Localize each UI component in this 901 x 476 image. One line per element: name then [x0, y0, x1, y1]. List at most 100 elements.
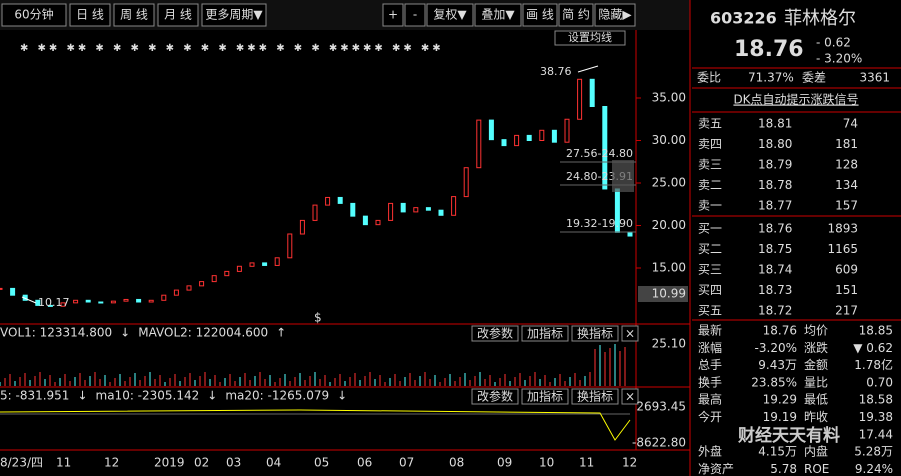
high-label: 38.76 — [540, 65, 572, 78]
tool-button[interactable] — [558, 3, 594, 27]
stat-value: 19.38 — [859, 410, 893, 424]
book-label: 卖二 — [698, 178, 722, 192]
candle — [0, 287, 3, 290]
stat-label: 总手 — [698, 358, 722, 372]
y-tick-label: 20.00 — [652, 218, 686, 232]
y-tick-label: 30.00 — [652, 133, 686, 147]
value: 3361 — [859, 71, 890, 85]
x-label: 02 — [194, 456, 209, 470]
stock-name: 菲林格尔 — [784, 8, 856, 29]
stat-label: 昨收 — [804, 410, 828, 424]
candle — [224, 270, 230, 277]
tool-button[interactable] — [474, 3, 522, 27]
period-button[interactable] — [157, 3, 199, 27]
indicator-label: ma10: -2305.142 — [96, 389, 200, 403]
candle — [325, 196, 331, 206]
stat-label: 量比 — [804, 375, 828, 389]
panel-button-label: × — [625, 390, 635, 404]
period-button[interactable] — [201, 3, 267, 27]
axis-label: 2693.45 — [636, 400, 686, 414]
book-label: 卖五 — [698, 117, 722, 131]
stat-label: 今开 — [698, 409, 722, 424]
tool-label: 画 线 — [526, 8, 554, 22]
period-button[interactable] — [69, 3, 111, 27]
book-price: 18.76 — [758, 222, 792, 236]
tool-button[interactable] — [382, 3, 404, 27]
panel-button[interactable] — [621, 325, 639, 342]
indicator-label: ↓ — [120, 326, 130, 340]
stat-value: 5.78 — [770, 462, 797, 476]
book-price: 18.73 — [758, 283, 792, 297]
candle — [211, 275, 217, 283]
macd-line — [0, 409, 631, 441]
book-label: 买二 — [698, 242, 722, 256]
panel-button[interactable] — [571, 325, 619, 342]
y-tick-label: 15.00 — [652, 261, 686, 275]
candle — [98, 301, 104, 304]
book-price: 18.81 — [758, 117, 792, 131]
period-button[interactable] — [113, 3, 155, 27]
label: 委比 — [697, 71, 721, 85]
period-label: 更多周期▼ — [205, 8, 263, 22]
candle — [287, 233, 293, 259]
panel-button[interactable] — [621, 388, 639, 405]
book-price: 18.79 — [758, 158, 792, 172]
candle — [451, 196, 457, 216]
book-price: 18.74 — [758, 263, 792, 277]
change-pct: - 3.20% — [816, 52, 862, 66]
range-label: 19.32-19.90 — [566, 217, 633, 230]
tool-button[interactable] — [594, 3, 636, 27]
panel-button[interactable] — [521, 388, 569, 405]
tool-label: 隐藏▶ — [598, 8, 632, 22]
candle — [236, 265, 242, 272]
book-volume: 217 — [835, 304, 858, 318]
stat-value: 18.58 — [859, 393, 893, 407]
tool-button[interactable] — [522, 3, 558, 27]
panel-button-label: 换指标 — [577, 389, 613, 404]
candle — [47, 304, 53, 307]
stat-label: ROE — [804, 462, 829, 476]
stat-label: 均价 — [804, 324, 828, 338]
tool-button[interactable] — [426, 3, 474, 27]
candle — [388, 202, 394, 221]
book-volume: 1893 — [827, 222, 858, 236]
arrow — [21, 296, 37, 304]
stat-value: 18.85 — [859, 324, 893, 338]
ma-button[interactable] — [554, 30, 626, 46]
candle — [425, 207, 431, 211]
candle — [249, 262, 255, 267]
candle — [136, 298, 142, 303]
x-label: 2019 — [154, 456, 185, 470]
tool-label: 简 约 — [562, 7, 590, 22]
candle — [602, 106, 608, 190]
panel-button[interactable] — [471, 388, 519, 405]
tool-label: 复权▼ — [433, 8, 467, 22]
stat-label: 最低 — [804, 393, 828, 407]
panel-button[interactable] — [521, 325, 569, 342]
candle — [577, 78, 583, 120]
candle — [400, 202, 406, 213]
last-price-label: 10.99 — [652, 287, 686, 301]
candle — [463, 167, 469, 198]
signal-link: DK点自动提示涨跌信号 — [733, 92, 858, 107]
tool-button[interactable] — [404, 3, 426, 27]
panel-button[interactable] — [471, 325, 519, 342]
indicator-label: ↓ — [207, 389, 217, 403]
tool-label: + — [388, 8, 398, 22]
candle — [476, 119, 482, 169]
tool-label: 叠加▼ — [481, 8, 515, 22]
stat-label: 涨幅 — [698, 340, 722, 355]
indicator-label: MAVOL2: 122004.600 — [138, 326, 268, 340]
candle — [551, 129, 557, 143]
stat-label: 净资产 — [698, 462, 734, 476]
stat-label: 外盘 — [698, 444, 722, 459]
book-volume: 134 — [835, 178, 858, 192]
panel-button-label: 改参数 — [477, 326, 513, 341]
candle — [299, 219, 305, 235]
period-button[interactable] — [1, 3, 67, 27]
x-label: 11 — [579, 456, 594, 470]
period-label: 月 线 — [164, 8, 192, 22]
candle — [564, 118, 570, 143]
book-price: 18.77 — [758, 199, 792, 213]
panel-button[interactable] — [571, 388, 619, 405]
